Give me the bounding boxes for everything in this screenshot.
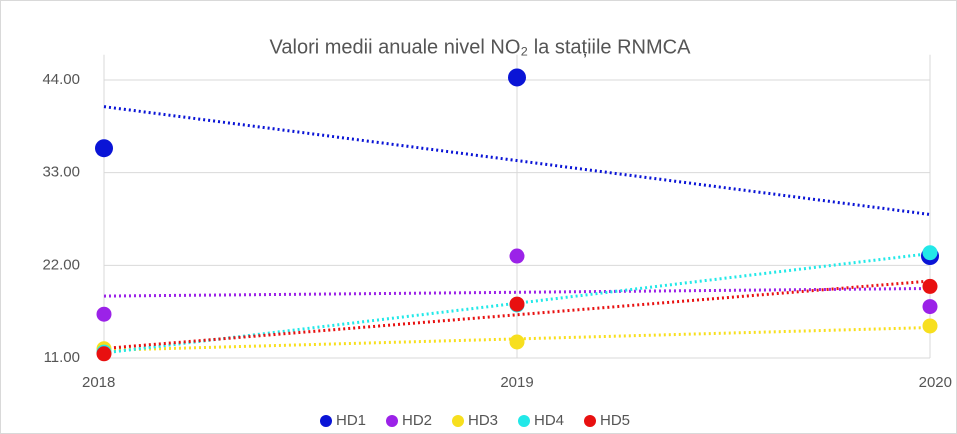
trendline (103, 105, 931, 216)
legend-label: HD5 (600, 412, 630, 429)
chart-title: Valori medii anuale nivel NO₂ la stațiil… (270, 36, 692, 58)
legend-label: HD4 (534, 412, 564, 429)
point (922, 278, 938, 294)
legend-label: HD2 (402, 412, 432, 429)
trendline (103, 279, 931, 350)
point (96, 306, 112, 322)
legend-label: HD3 (468, 412, 498, 429)
point (95, 139, 113, 158)
y-tick-label: 11.00 (44, 349, 80, 366)
x-tick-label: 2018 (82, 374, 115, 391)
point (508, 68, 526, 87)
legend-marker (320, 415, 332, 427)
legend-marker (386, 415, 398, 427)
point (509, 334, 525, 350)
x-tick-label: 2020 (919, 374, 952, 391)
point (922, 318, 938, 334)
point (922, 299, 938, 315)
point (509, 248, 525, 264)
legend-marker (584, 415, 596, 427)
legend-marker (452, 415, 464, 427)
legend-label: HD1 (336, 412, 366, 429)
point (922, 245, 938, 261)
y-tick-label: 22.00 (42, 256, 80, 273)
y-tick-label: 44.00 (42, 71, 80, 88)
x-tick-label: 2019 (500, 374, 533, 391)
point (96, 346, 112, 362)
point (509, 296, 525, 312)
y-tick-label: 33.00 (42, 164, 80, 181)
legend-marker (518, 415, 530, 427)
